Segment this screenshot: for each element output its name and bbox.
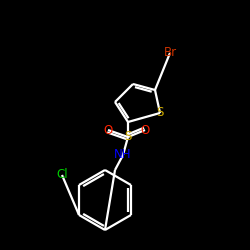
Text: O: O	[140, 124, 149, 136]
Text: Cl: Cl	[56, 168, 68, 181]
Text: S: S	[124, 130, 132, 143]
Text: O: O	[104, 124, 112, 136]
Text: NH: NH	[114, 148, 132, 162]
Text: S: S	[156, 106, 164, 120]
Text: Br: Br	[164, 46, 176, 60]
